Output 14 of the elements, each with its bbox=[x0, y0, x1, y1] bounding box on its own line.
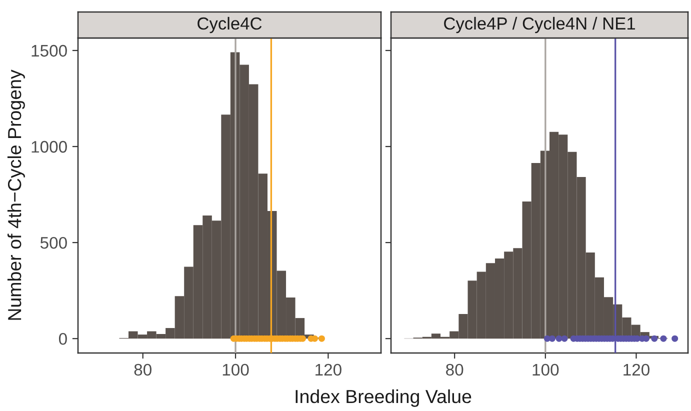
x-tick-label: 120 bbox=[624, 364, 650, 376]
chart-title: Cycle4C bbox=[198, 16, 262, 34]
x-tick-label: 100 bbox=[532, 364, 559, 376]
y-tick-label: 500 bbox=[40, 236, 67, 249]
y-tick-label: 1500 bbox=[32, 44, 67, 57]
y-axis-title: Number of 4th−Cycle Progeny bbox=[7, 70, 25, 320]
x-tick-label: 120 bbox=[316, 364, 342, 376]
chart-title: Cycle4P / Cycle4N / NE1 bbox=[444, 16, 635, 34]
x-tick-label: 100 bbox=[222, 364, 249, 376]
y-tick-label: 1000 bbox=[32, 140, 67, 153]
x-axis-title: Index Breeding Value bbox=[296, 389, 472, 407]
x-tick-label: 80 bbox=[446, 364, 464, 376]
x-tick-label: 80 bbox=[134, 364, 152, 376]
y-tick-label: 0 bbox=[58, 332, 67, 345]
